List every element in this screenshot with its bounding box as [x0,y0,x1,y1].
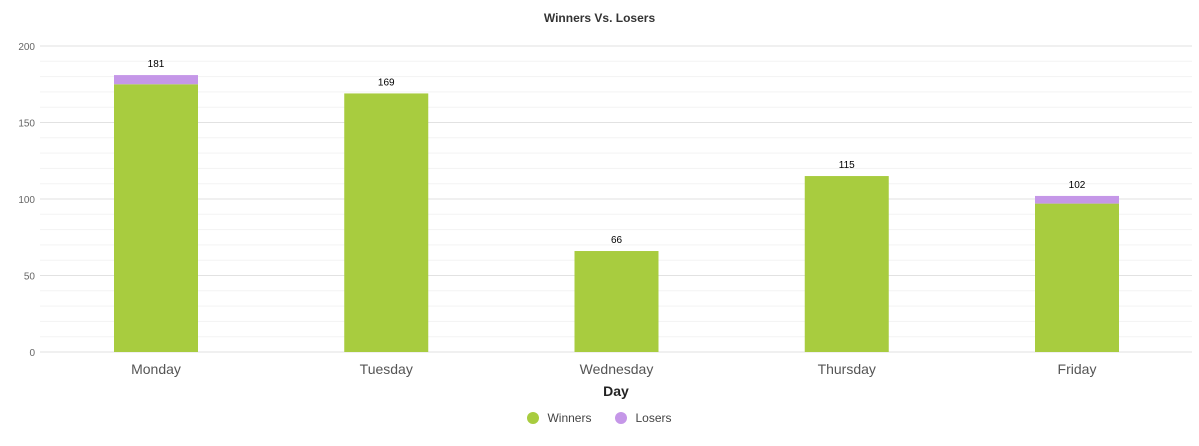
data-labels: 181 169 66 115 102 [148,59,1086,246]
x-axis-title: Day [603,383,629,399]
x-tick-label: Friday [1058,361,1097,377]
y-tick-label: 200 [18,42,35,53]
data-label-total: 66 [611,235,623,246]
legend: Winners Losers [0,411,1199,425]
x-tick-label: Wednesday [580,361,654,377]
y-tick-label: 0 [29,348,35,359]
bar-losers-friday[interactable] [1035,195,1119,204]
data-label-total: 181 [148,59,165,70]
data-label-total: 115 [839,160,855,171]
bar-losers-monday[interactable] [114,75,198,85]
legend-label: Winners [547,411,592,425]
x-tick-label: Thursday [818,361,876,377]
x-axis-ticks: Monday Tuesday Wednesday Thursday Friday [131,361,1096,377]
legend-swatch [615,412,628,424]
bar-winners-monday[interactable] [114,84,198,352]
x-tick-label: Monday [131,361,181,377]
bar-winners-friday[interactable] [1035,203,1119,352]
x-tick-label: Tuesday [360,361,413,377]
y-tick-label: 50 [24,272,36,283]
y-axis-ticks: 0 50 100 150 200 [18,42,35,359]
data-label-total: 102 [1069,180,1086,191]
bar-winners-tuesday[interactable] [344,93,429,353]
chart-title: Winners Vs. Losers [543,11,656,25]
legend-item-winners[interactable]: Winners [527,411,591,425]
legend-label: Losers [635,411,672,425]
legend-swatch [527,412,540,424]
data-label-total: 169 [378,77,395,88]
y-tick-label: 100 [18,195,35,206]
bars [114,75,1119,353]
bar-winners-wednesday[interactable] [574,251,659,352]
legend-item-losers[interactable]: Losers [615,411,672,425]
y-tick-label: 150 [18,119,35,130]
bar-winners-thursday[interactable] [804,176,889,352]
